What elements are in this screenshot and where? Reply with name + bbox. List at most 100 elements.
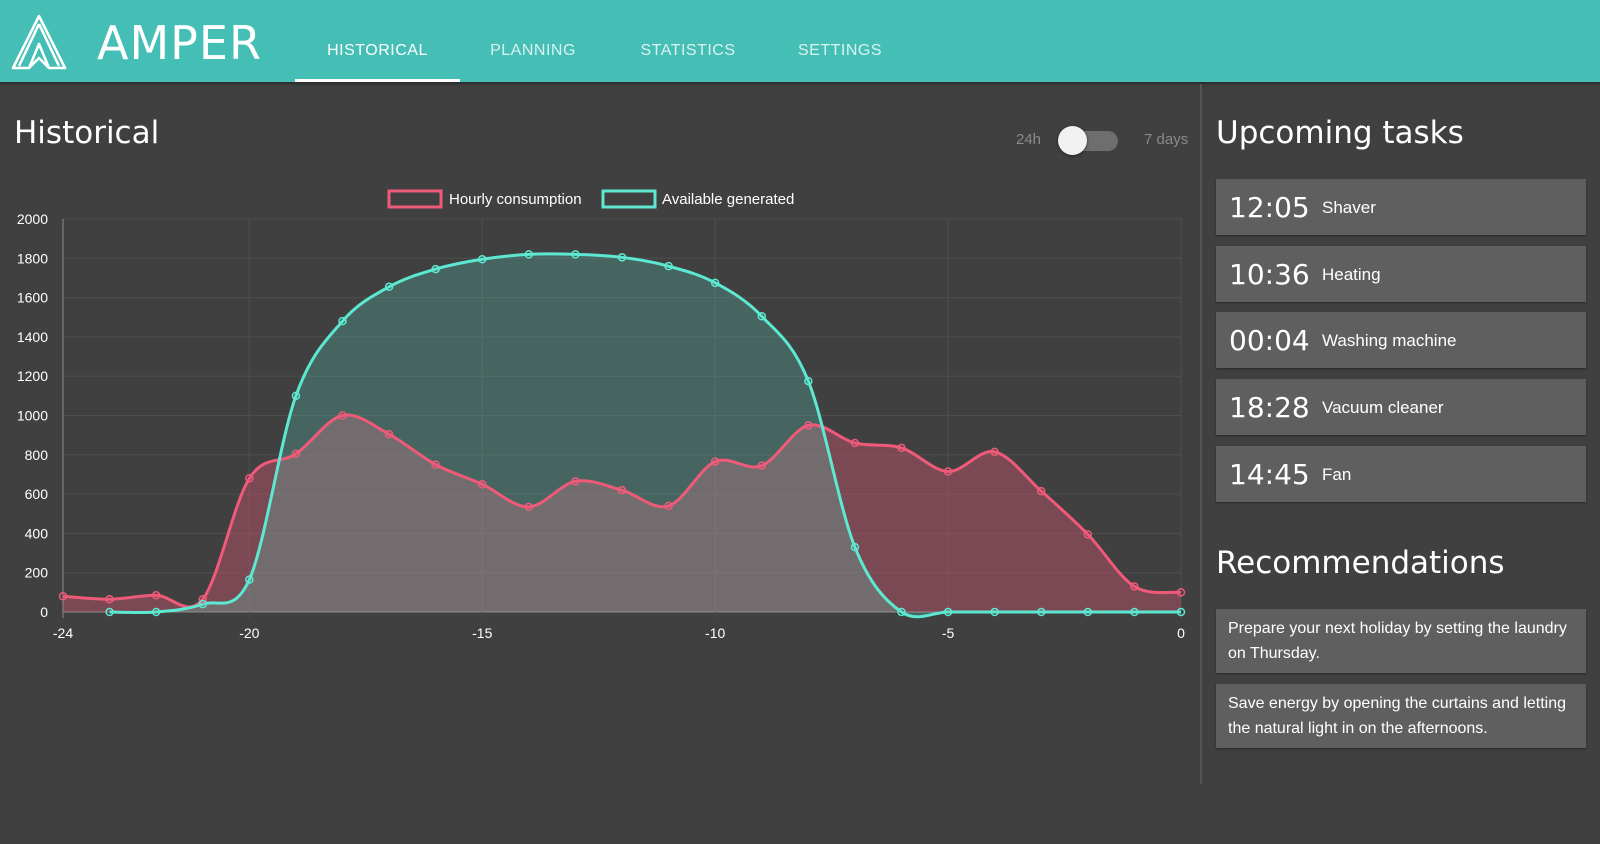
data-point: [710, 278, 720, 288]
y-tick-label: 0: [40, 604, 48, 620]
task-card[interactable]: 00:04 Washing machine: [1216, 312, 1586, 368]
data-point: [338, 411, 347, 420]
app-bar: AMPER HISTORICAL PLANNING STATISTICS SET…: [0, 0, 1600, 82]
x-tick-label: -5: [942, 625, 955, 641]
tab-planning[interactable]: PLANNING: [490, 42, 576, 59]
data-point: [291, 449, 301, 459]
data-point: [198, 594, 207, 604]
legend-label-consumption: Hourly consumption: [449, 191, 582, 208]
recommendation-card[interactable]: Prepare your next holiday by setting the…: [1216, 609, 1586, 673]
legend-swatch-generated: [601, 189, 657, 209]
chart-areas: [63, 253, 1181, 617]
task-card[interactable]: 12:05 Shaver: [1216, 179, 1586, 235]
historical-title: Historical: [14, 115, 160, 151]
data-point: [1083, 530, 1093, 539]
data-point: [1130, 607, 1139, 617]
y-tick-label: 1200: [17, 368, 48, 384]
panel-divider: [1200, 84, 1202, 784]
data-point: [850, 438, 860, 448]
task-time: 18:28: [1229, 391, 1310, 424]
task-time: 14:45: [1229, 458, 1310, 491]
y-tick-label: 1000: [17, 408, 48, 424]
chart-points: [58, 250, 1186, 617]
data-point: [1083, 607, 1093, 617]
task-time: 12:05: [1229, 191, 1310, 224]
x-tick-label: -24: [53, 625, 73, 641]
data-point: [897, 443, 906, 453]
series-area-0: [63, 415, 1181, 612]
task-name: Shaver: [1322, 198, 1376, 217]
task-card[interactable]: 18:28 Vacuum cleaner: [1216, 379, 1586, 435]
task-name: Fan: [1322, 465, 1352, 484]
data-point: [524, 250, 534, 259]
data-point: [1176, 588, 1186, 597]
data-point: [245, 575, 254, 584]
y-tick-label: 600: [25, 486, 49, 502]
data-point: [478, 480, 487, 489]
task-card[interactable]: 10:36 Heating: [1216, 246, 1586, 302]
tab-settings[interactable]: SETTINGS: [797, 42, 882, 59]
data-point: [478, 255, 487, 264]
data-point: [617, 253, 627, 262]
data-point: [245, 474, 254, 483]
data-point: [617, 485, 627, 495]
legend-swatch-consumption: [387, 189, 443, 209]
legend-label-generated: Available generated: [662, 191, 794, 208]
data-point: [1037, 607, 1046, 617]
data-point: [943, 467, 953, 476]
data-point: [571, 477, 580, 486]
data-point: [524, 502, 534, 512]
data-point: [943, 607, 953, 617]
data-point: [710, 457, 720, 466]
data-point: [757, 461, 766, 470]
task-name: Heating: [1322, 265, 1381, 284]
x-tick-label: -20: [239, 625, 259, 641]
data-point: [431, 264, 440, 274]
data-point: [105, 594, 114, 604]
data-point: [664, 501, 673, 511]
data-point: [571, 250, 580, 259]
task-name: Vacuum cleaner: [1322, 398, 1444, 417]
series-area-1: [109, 253, 1181, 617]
recommendations-title: Recommendations: [1216, 545, 1505, 581]
x-tick-label: -10: [705, 625, 725, 641]
data-point: [1037, 486, 1046, 496]
tab-historical[interactable]: HISTORICAL: [295, 0, 460, 82]
data-point: [804, 421, 813, 430]
y-tick-label: 1600: [17, 290, 48, 306]
data-point: [384, 282, 394, 292]
y-tick-label: 800: [25, 447, 49, 463]
y-tick-label: 400: [25, 525, 49, 541]
data-point: [151, 591, 161, 600]
chart-legend: Hourly consumption Available generated: [387, 189, 794, 209]
y-tick-label: 2000: [17, 211, 48, 227]
task-time: 00:04: [1229, 324, 1310, 357]
data-point: [990, 607, 999, 617]
amper-logo-icon: [11, 14, 67, 70]
data-point: [1176, 607, 1186, 617]
data-point: [1130, 582, 1139, 591]
data-point: [897, 607, 906, 617]
x-tick-label: -15: [472, 625, 492, 641]
data-point: [804, 376, 813, 386]
data-point: [990, 447, 999, 457]
y-tick-label: 1800: [17, 250, 48, 266]
range-toggle-thumb[interactable]: [1058, 126, 1087, 155]
task-name: Washing machine: [1322, 331, 1457, 350]
recommendation-card[interactable]: Save energy by opening the curtains and …: [1216, 684, 1586, 748]
toggle-label-7days[interactable]: 7 days: [1144, 131, 1189, 148]
data-point: [757, 312, 766, 321]
toggle-label-24h[interactable]: 24h: [1016, 131, 1042, 148]
y-tick-label: 200: [25, 565, 49, 581]
chart-x-ticks: -24 -20 -15 -10 -5 0: [53, 625, 1185, 641]
x-tick-label: 0: [1177, 625, 1185, 641]
task-time: 10:36: [1229, 258, 1310, 291]
task-card[interactable]: 14:45 Fan: [1216, 446, 1586, 502]
data-point: [664, 261, 673, 271]
data-point: [291, 391, 301, 401]
data-point: [198, 599, 207, 609]
brand-name: AMPER: [97, 16, 262, 70]
tab-statistics[interactable]: STATISTICS: [640, 42, 736, 59]
